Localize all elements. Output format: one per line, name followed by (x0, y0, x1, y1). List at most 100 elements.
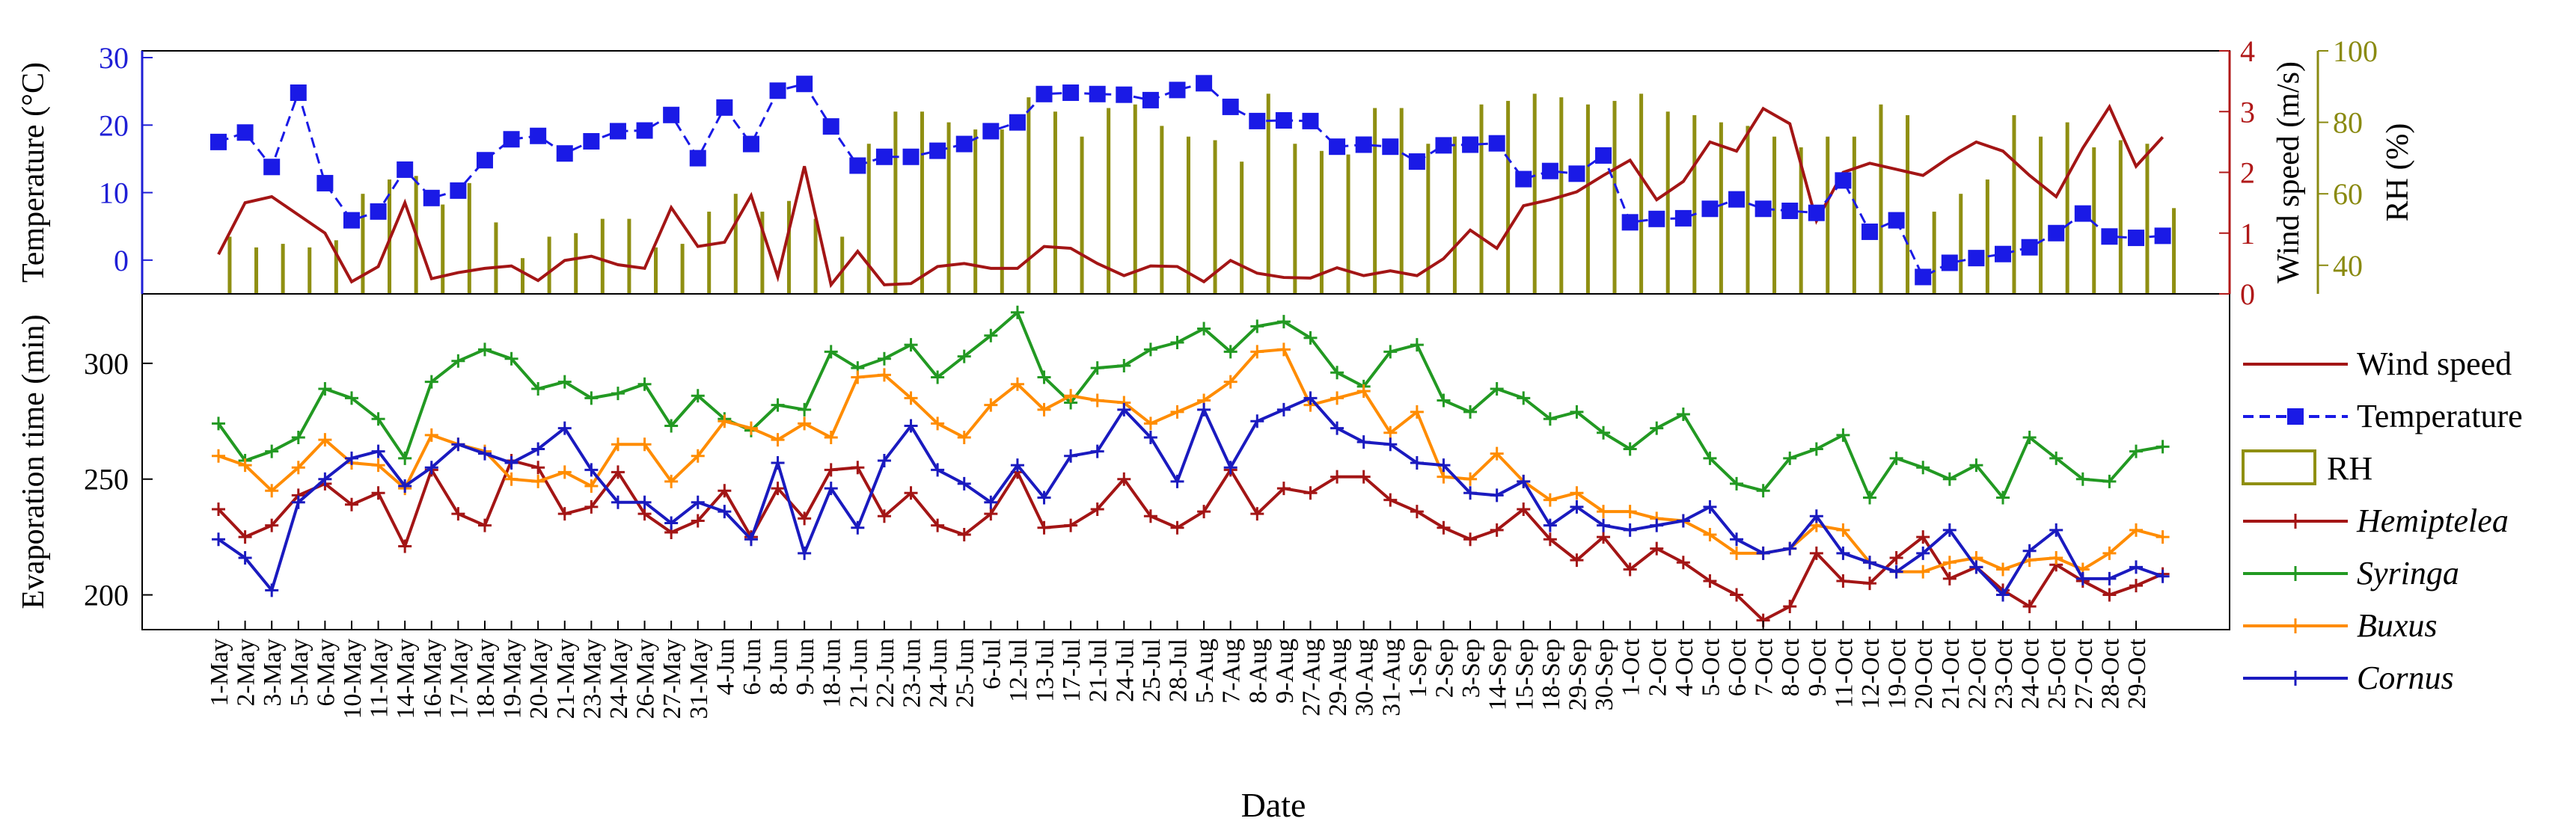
x-tick-label: 18-May (472, 639, 500, 719)
hemiptelea-marker (984, 507, 998, 521)
hemiptelea-marker (1543, 532, 1557, 547)
syringa-marker (557, 375, 572, 389)
syringa-marker (664, 419, 679, 433)
x-tick-label: 31-Aug (1377, 639, 1405, 716)
x-tick-label: 28-Oct (2096, 638, 2124, 709)
cornus-marker (451, 437, 465, 452)
syringa-marker (1223, 345, 1237, 359)
buxus-marker (504, 472, 518, 486)
syringa-marker (1863, 491, 1877, 505)
x-tick-label: 24-Oct (2017, 638, 2045, 709)
cornus-marker (1863, 556, 1877, 570)
wind-tick-label: 0 (2240, 277, 2255, 311)
syringa-marker (1490, 381, 1504, 396)
x-tick-label: 8-Aug (1244, 639, 1272, 704)
cornus-marker (1383, 437, 1398, 452)
hemiptelea-marker (398, 539, 412, 553)
legend-marker-cornus (2289, 671, 2302, 686)
temperature-marker (476, 152, 493, 169)
x-tick-label: 19-May (499, 639, 527, 719)
rh-tick-label: 80 (2333, 106, 2363, 140)
hemiptelea-marker (1597, 530, 1611, 544)
buxus-marker (1597, 505, 1611, 519)
cornus-marker (1276, 402, 1291, 417)
rh-bar (733, 194, 738, 294)
rh-bar (1532, 93, 1537, 295)
syringa-marker (2022, 430, 2037, 444)
syringa-marker (984, 328, 998, 342)
temperature-marker (1408, 153, 1425, 170)
temperature-marker (583, 132, 600, 150)
hemiptelea-marker (1676, 556, 1690, 570)
buxus-marker (2102, 546, 2117, 560)
temperature-marker (1302, 112, 1319, 129)
cornus-marker (1969, 560, 1983, 574)
hemiptelea-marker (1250, 507, 1264, 521)
x-tick-label: 25-Jul (1138, 639, 1166, 702)
x-tick-label: 6-May (312, 639, 340, 707)
temperature-marker (530, 127, 547, 144)
legend-label-hemiptelea: Hemiptelea (2356, 503, 2509, 539)
buxus-marker (1010, 377, 1024, 391)
hemiptelea-marker (851, 461, 865, 475)
hemiptelea-marker (371, 486, 385, 500)
buxus-marker (1543, 493, 1557, 507)
buxus-marker (691, 449, 705, 463)
hemiptelea-marker (1730, 588, 1744, 602)
syringa-marker (477, 342, 492, 357)
rh-bar (521, 258, 525, 294)
cornus-marker (957, 476, 971, 491)
rh-bar (1426, 144, 1431, 294)
rh-bar (1879, 104, 1883, 294)
temperature-marker (1568, 165, 1585, 182)
hemiptelea-marker (1064, 518, 1078, 532)
rh-bar (2145, 144, 2150, 294)
cornus-marker (718, 505, 732, 519)
buxus-marker (1223, 375, 1237, 389)
x-tick-label: 3-Sep (1457, 639, 1485, 698)
temperature-marker (1835, 172, 1852, 189)
x-tick-label: 26-May (632, 639, 660, 719)
syringa-marker (904, 338, 918, 352)
x-tick-label: 5-Oct (1697, 638, 1725, 696)
rh-bar (1612, 100, 1617, 295)
syringa-marker (344, 391, 358, 405)
cornus-marker (771, 456, 785, 470)
syringa-marker (1276, 315, 1291, 329)
rh-bar (946, 122, 951, 294)
syringa-marker (771, 398, 785, 412)
x-tick-label: 23-May (578, 639, 606, 719)
x-tick-label: 12-Oct (1857, 638, 1885, 709)
buxus-marker (1703, 528, 1717, 542)
hemiptelea-marker (1942, 571, 1957, 586)
syringa-marker (1996, 491, 2010, 505)
syringa-marker (1889, 451, 1903, 465)
top-panel-lines (210, 75, 2171, 289)
temperature-marker (1222, 98, 1239, 115)
rh-bar (1107, 108, 1111, 294)
syringa-marker (1570, 405, 1584, 419)
x-tick-label: 7-Aug (1218, 639, 1246, 704)
cornus-marker (291, 495, 305, 509)
temperature-marker (1116, 86, 1133, 103)
cornus-marker (1490, 488, 1504, 503)
syringa-marker (1703, 451, 1717, 465)
hemiptelea-marker (477, 518, 492, 532)
x-tick-label: 9-Jun (792, 639, 819, 695)
rh-bar (1240, 162, 1244, 294)
hemiptelea-marker (1916, 530, 1930, 544)
x-tick-label: 17-May (445, 639, 473, 719)
x-tick-label: 17-Jul (1058, 639, 1086, 702)
x-tick-label: 29-Aug (1324, 639, 1352, 716)
rh-bar (627, 218, 631, 294)
x-tick-label: 8-Jun (765, 639, 793, 695)
rh-bar (1266, 93, 1270, 295)
buxus-marker (291, 461, 305, 475)
temperature-marker (1754, 200, 1772, 218)
buxus-marker (1570, 486, 1584, 500)
syringa-marker (371, 412, 385, 426)
syringa-marker (2156, 440, 2170, 454)
rh-bar (308, 247, 312, 294)
cornus-marker (424, 461, 438, 475)
rh-bar-series (227, 93, 2176, 295)
